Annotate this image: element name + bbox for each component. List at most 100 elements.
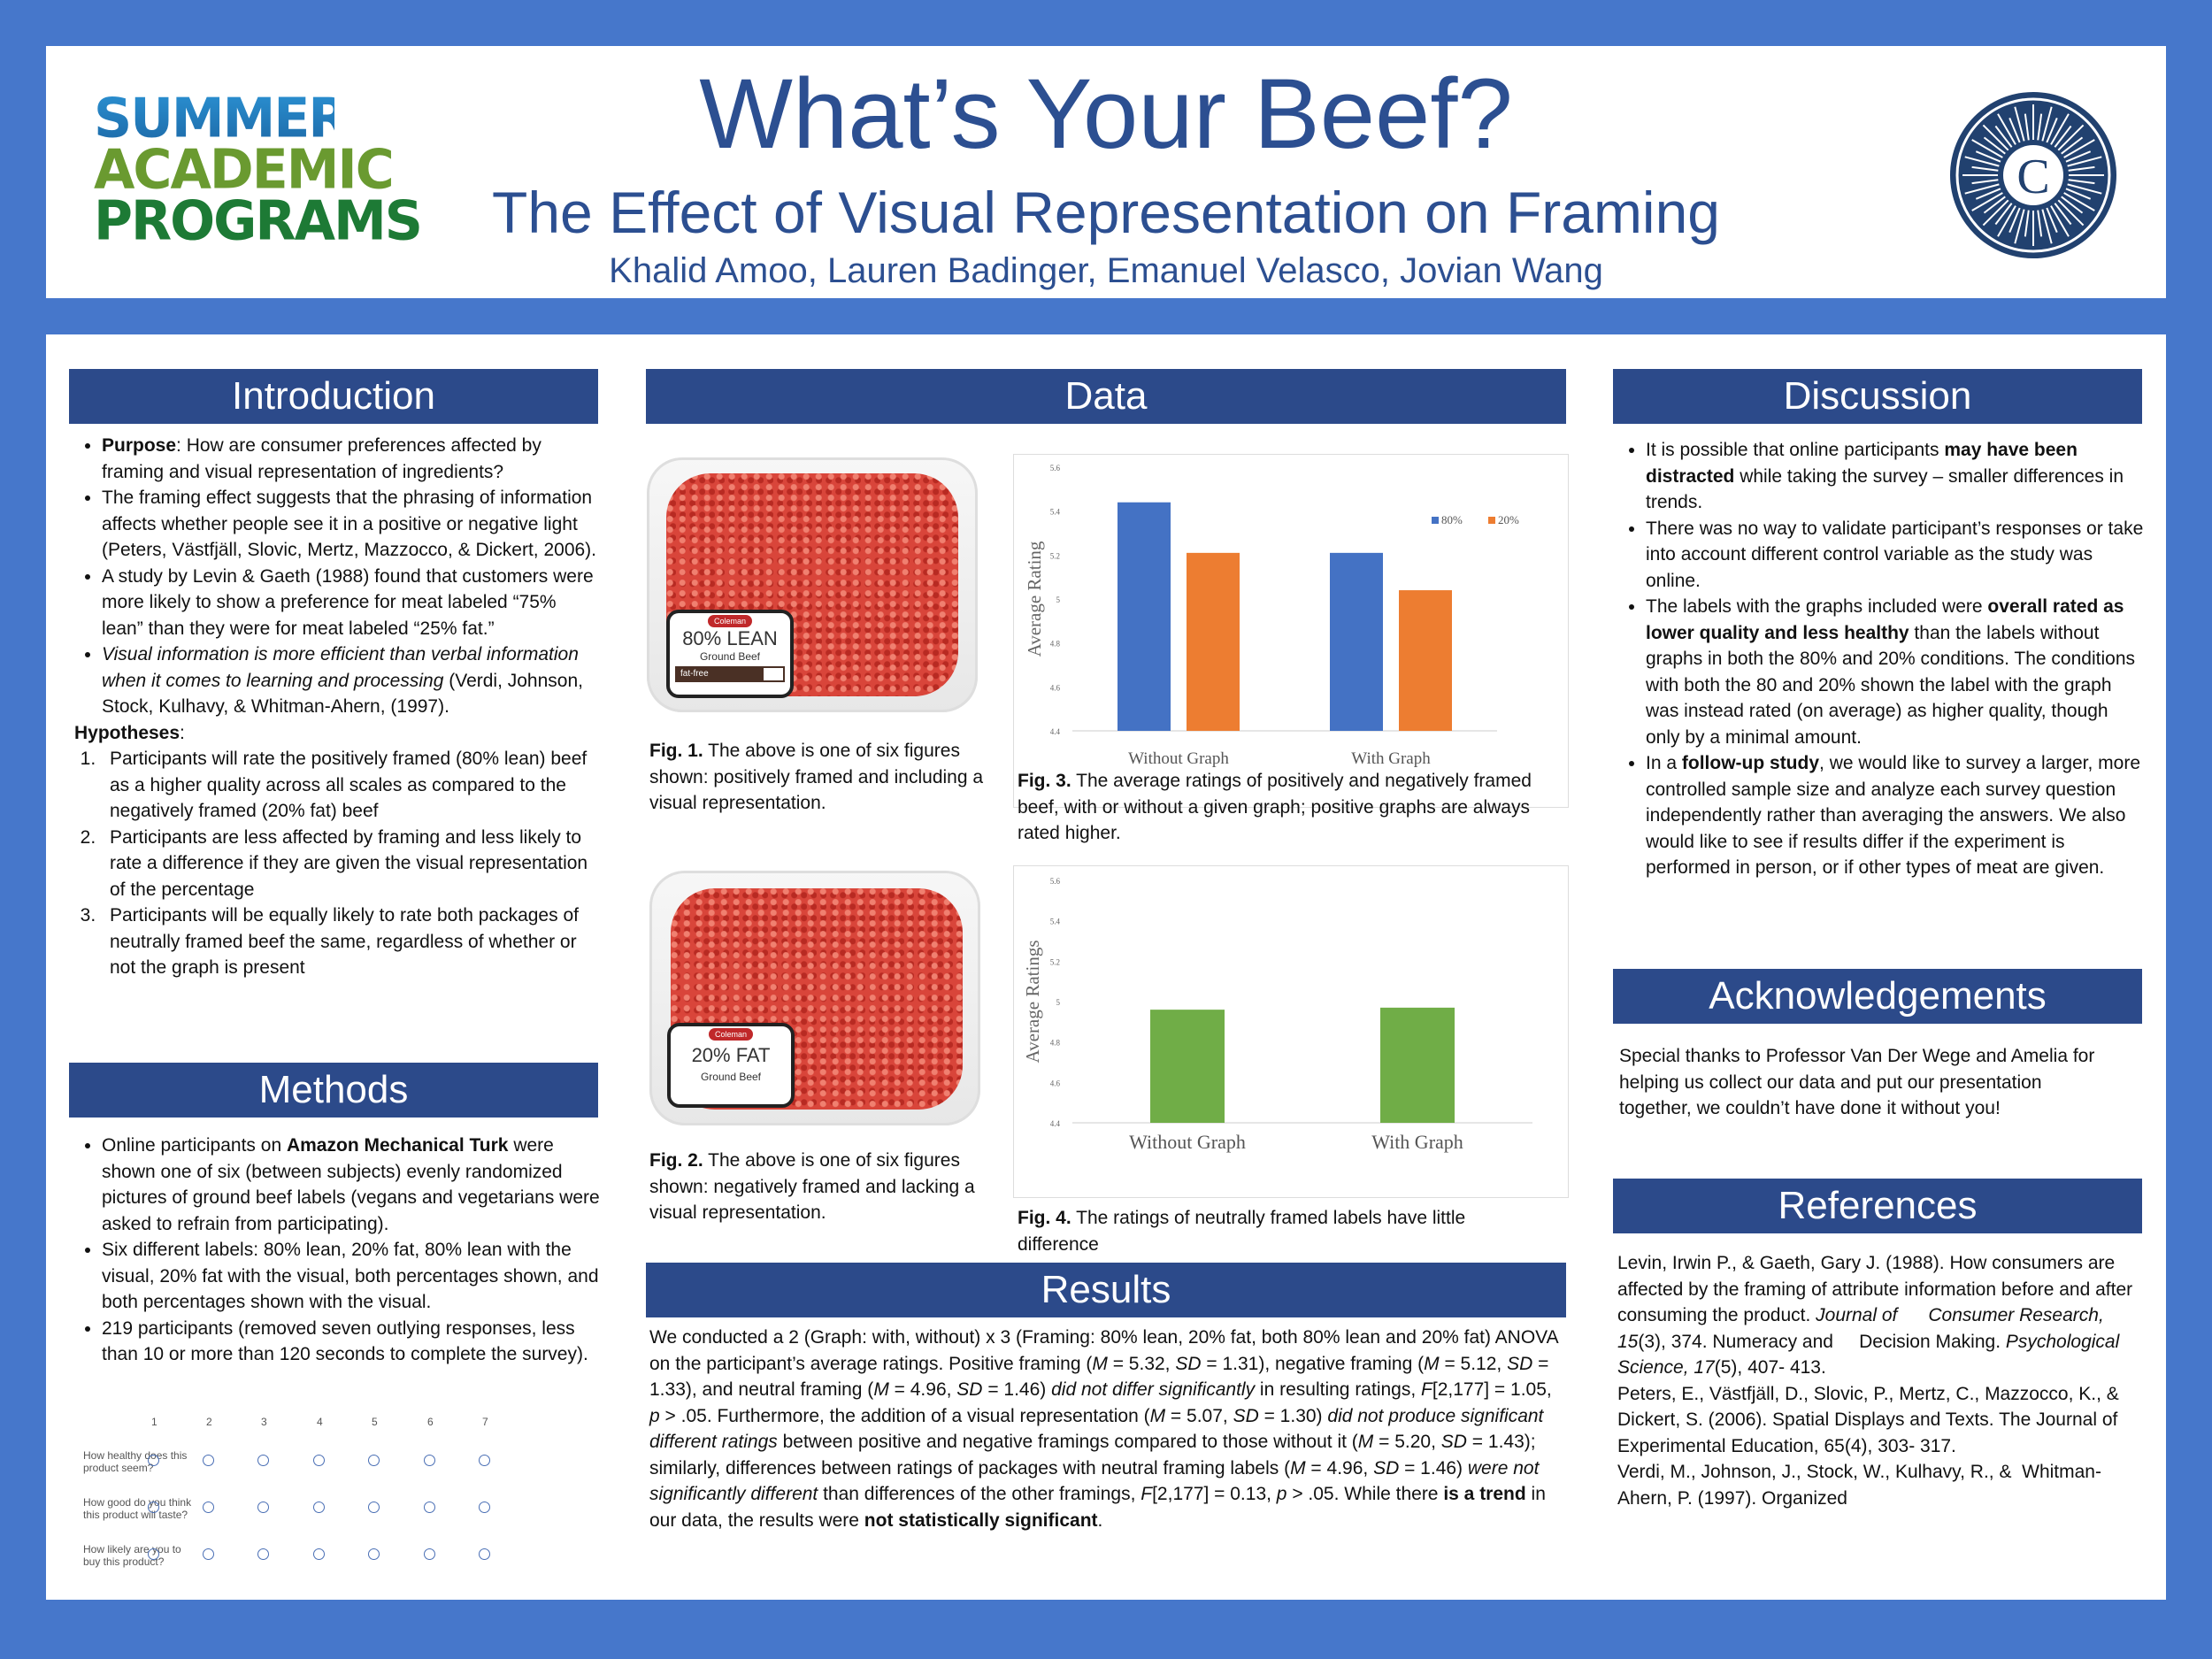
radio-option[interactable] bbox=[148, 1455, 159, 1466]
y-tick-label: 5.4 bbox=[1050, 918, 1061, 926]
y-tick-label: 5.4 bbox=[1050, 508, 1061, 517]
intro-bullet-framing: The framing effect suggests that the phr… bbox=[102, 485, 600, 564]
scale-number: 1 bbox=[151, 1416, 157, 1428]
y-tick-label: 4.4 bbox=[1050, 727, 1061, 736]
hypotheses-label: Hypotheses: bbox=[74, 722, 185, 743]
radio-option[interactable] bbox=[257, 1455, 269, 1466]
x-category-label: With Graph bbox=[1351, 749, 1431, 768]
y-axis-label: Average Ratings bbox=[1022, 941, 1043, 1064]
fig1-package-label: Coleman 80% LEAN Ground Beef fat-free bbox=[666, 610, 794, 698]
fig2-caption: Fig. 2. The above is one of six figures … bbox=[649, 1150, 975, 1223]
scale-number: 3 bbox=[261, 1416, 267, 1428]
scale-number: 6 bbox=[427, 1416, 434, 1428]
acknowledgements-body: Special thanks to Professor Van Der Wege… bbox=[1619, 1046, 2095, 1118]
discussion-body: It is possible that online participants … bbox=[1613, 437, 2144, 881]
y-tick-label: 5 bbox=[1056, 998, 1061, 1007]
discussion-bullet-validation: There was no way to validate participant… bbox=[1646, 516, 2144, 595]
legend-label: 80% bbox=[1441, 513, 1463, 526]
y-tick-label: 5.6 bbox=[1050, 877, 1061, 886]
bar-80pct bbox=[1330, 552, 1383, 731]
x-category-label: Without Graph bbox=[1129, 1131, 1246, 1153]
y-tick-label: 4.6 bbox=[1050, 1079, 1061, 1087]
methods-bullet-labels: Six different labels: 80% lean, 20% fat,… bbox=[102, 1237, 600, 1316]
seal-letter: C bbox=[2016, 150, 2049, 204]
radio-option[interactable] bbox=[368, 1548, 380, 1560]
y-tick-label: 4.6 bbox=[1050, 683, 1061, 692]
radio-option[interactable] bbox=[203, 1502, 214, 1513]
introduction-body: Purpose: How are consumer preferences af… bbox=[69, 433, 600, 981]
survey-question: How likely are you to buy this product? bbox=[83, 1543, 181, 1568]
radio-option[interactable] bbox=[313, 1502, 325, 1513]
radio-option[interactable] bbox=[203, 1548, 214, 1560]
radio-option[interactable] bbox=[479, 1548, 490, 1560]
radio-option[interactable] bbox=[424, 1455, 435, 1466]
fig1-visual-bar: fat-free bbox=[675, 666, 785, 682]
fig3-chart: 4.4 4.6 4.8 5 5.2 5.4 5.6 Average Rating Without… bbox=[1013, 454, 1569, 808]
reference-levin: Levin, Irwin P., & Gaeth, Gary J. (1988)… bbox=[1617, 1253, 2133, 1378]
radio-option[interactable] bbox=[257, 1502, 269, 1513]
results-body: We conducted a 2 (Graph: with, without) … bbox=[649, 1327, 1558, 1531]
poster-subtitle: The Effect of Visual Representation on F… bbox=[492, 180, 1720, 245]
methods-bullet-participants: 219 participants (removed seven outlying… bbox=[102, 1316, 600, 1368]
y-tick-label: 5.2 bbox=[1050, 551, 1060, 560]
bar-80pct bbox=[1118, 502, 1171, 731]
y-tick-label: 5.2 bbox=[1050, 957, 1060, 966]
scale-number: 4 bbox=[317, 1416, 323, 1428]
bar-20pct bbox=[1399, 590, 1452, 731]
radio-option[interactable] bbox=[313, 1455, 325, 1466]
radio-option[interactable] bbox=[424, 1502, 435, 1513]
radio-option[interactable] bbox=[313, 1548, 325, 1560]
reference-peters: Peters, E., Västfjäll, D., Slovic, P., M… bbox=[1617, 1383, 2140, 1456]
y-tick-label: 5 bbox=[1056, 595, 1061, 604]
legend-swatch bbox=[1432, 517, 1439, 524]
poster-authors: Khalid Amoo, Lauren Badinger, Emanuel Ve… bbox=[609, 251, 1603, 290]
radio-option[interactable] bbox=[424, 1548, 435, 1560]
survey-question: How healthy does this product seem? bbox=[83, 1449, 188, 1474]
y-tick-label: 5.6 bbox=[1050, 464, 1061, 472]
fig4-chart: 4.4 4.6 4.8 5 5.2 5.4 5.6 Average Ratings Withou… bbox=[1013, 865, 1569, 1198]
poster-title: What’s Your Beef? bbox=[699, 58, 1513, 169]
legend-label: 20% bbox=[1498, 513, 1519, 526]
college-seal-logo: C bbox=[1948, 90, 2118, 260]
scale-number: 2 bbox=[206, 1416, 212, 1428]
fig4-caption: Fig. 4. The ratings of neutrally framed … bbox=[1018, 1208, 1466, 1255]
discussion-bullet-graphs: The labels with the graphs included were… bbox=[1646, 594, 2144, 750]
radio-option[interactable] bbox=[479, 1455, 490, 1466]
survey-question: How good do you think this product will … bbox=[83, 1496, 192, 1521]
methods-body: Online participants on Amazon Mechanical… bbox=[69, 1133, 600, 1368]
header-panel bbox=[46, 46, 2166, 298]
radio-option[interactable] bbox=[257, 1548, 269, 1560]
radio-option[interactable] bbox=[368, 1502, 380, 1513]
discussion-bullet-followup: In a follow-up study, we would like to s… bbox=[1646, 750, 2144, 881]
radio-option[interactable] bbox=[148, 1502, 159, 1513]
x-category-label: With Graph bbox=[1371, 1131, 1463, 1153]
bar-value bbox=[1150, 1010, 1225, 1123]
fig2-package-label: Coleman 20% FAT Ground Beef bbox=[667, 1023, 795, 1108]
hypothesis-2: Participants are less affected by framin… bbox=[101, 825, 600, 903]
y-tick-label: 4.8 bbox=[1050, 640, 1061, 649]
data-heading: Data bbox=[646, 369, 1566, 424]
legend-swatch bbox=[1488, 517, 1495, 524]
y-tick-label: 4.8 bbox=[1050, 1039, 1061, 1048]
fig4-bar-chart: 4.4 4.6 4.8 5 5.2 5.4 5.6 Average Ratings Withou… bbox=[1022, 877, 1532, 1153]
survey-scale: 1 2 3 4 5 6 7 How healthy does this product se… bbox=[80, 1416, 593, 1575]
x-category-label: Without Graph bbox=[1128, 749, 1229, 768]
y-axis-label: Average Rating bbox=[1024, 541, 1045, 657]
radio-option[interactable] bbox=[148, 1548, 159, 1560]
scale-number: 5 bbox=[372, 1416, 378, 1428]
discussion-heading: Discussion bbox=[1613, 369, 2142, 424]
fig3-caption: Fig. 3. The average ratings of positivel… bbox=[1018, 771, 1532, 843]
discussion-bullet-distracted: It is possible that online participants … bbox=[1646, 437, 2144, 516]
fig1-caption: Fig. 1. The above is one of six figures … bbox=[649, 741, 984, 813]
bar-20pct bbox=[1187, 552, 1240, 731]
acknowledgements-heading: Acknowledgements bbox=[1613, 969, 2142, 1024]
radio-option[interactable] bbox=[479, 1502, 490, 1513]
references-heading: References bbox=[1613, 1179, 2142, 1233]
radio-option[interactable] bbox=[368, 1455, 380, 1466]
logo-line-1: SUMMER bbox=[94, 87, 349, 150]
fig2-meat-package-image: Coleman 20% FAT Ground Beef bbox=[649, 871, 980, 1125]
bar-value bbox=[1380, 1007, 1455, 1123]
references-body: Levin, Irwin P., & Gaeth, Gary J. (1988)… bbox=[1617, 1250, 2145, 1511]
radio-option[interactable] bbox=[203, 1455, 214, 1466]
reference-verdi: Verdi, M., Johnson, J., Stock, W., Kulha… bbox=[1617, 1462, 2101, 1509]
